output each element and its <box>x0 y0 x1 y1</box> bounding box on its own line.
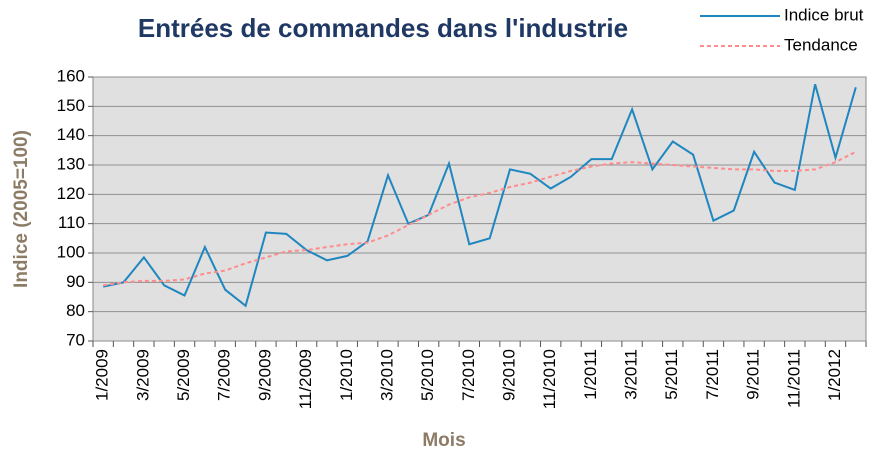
y-tick-label: 70 <box>66 330 85 349</box>
y-tick-label: 90 <box>66 272 85 291</box>
legend-label: Indice brut <box>784 5 864 24</box>
y-tick-label: 80 <box>66 301 85 320</box>
x-tick-label: 5/2009 <box>174 349 193 401</box>
y-tick-label: 120 <box>57 184 85 203</box>
x-tick-label: 3/2009 <box>133 349 152 401</box>
x-tick-label: 5/2010 <box>418 349 437 401</box>
x-tick-label: 9/2009 <box>255 349 274 401</box>
x-tick-label: 11/2011 <box>784 349 803 408</box>
y-tick-label: 140 <box>57 125 85 144</box>
x-tick-label: 11/2010 <box>540 349 559 409</box>
x-tick-label: 7/2010 <box>459 349 478 401</box>
x-tick-label: 7/2009 <box>215 349 234 401</box>
x-tick-label: 1/2010 <box>337 349 356 401</box>
y-tick-label: 110 <box>58 213 85 232</box>
x-tick-label: 1/2011 <box>581 349 600 400</box>
legend-label: Tendance <box>784 35 858 54</box>
plot-area <box>92 76 867 342</box>
chart-title: Entrées de commandes dans l'industrie <box>138 13 628 43</box>
y-tick-label: 100 <box>57 242 85 261</box>
x-tick-label: 9/2011 <box>744 349 763 400</box>
y-tick-label: 130 <box>57 154 85 173</box>
data-line <box>102 84 857 308</box>
y-axis-label: Indice (2005=100) <box>11 130 32 288</box>
x-tick-label: 9/2010 <box>499 349 518 401</box>
x-tick-label: 3/2011 <box>622 349 641 400</box>
y-tick-label: 150 <box>57 96 85 115</box>
x-tick-label: 1/2009 <box>93 349 112 401</box>
x-tick-label: 3/2010 <box>377 349 396 401</box>
y-tick-label: 160 <box>57 66 85 85</box>
x-tick-label: 7/2011 <box>703 349 722 400</box>
x-tick-label: 5/2011 <box>662 349 681 400</box>
x-tick-label: 1/2012 <box>825 349 844 401</box>
data-line <box>103 150 857 287</box>
x-tick-label: 11/2009 <box>296 349 315 409</box>
x-axis-label: Mois <box>422 430 465 451</box>
